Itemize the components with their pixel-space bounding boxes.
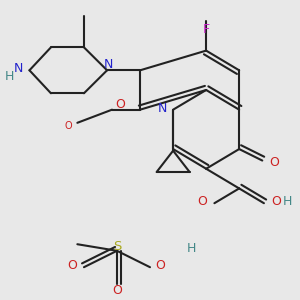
Text: N: N xyxy=(14,62,23,75)
Text: H: H xyxy=(187,242,196,255)
Text: H: H xyxy=(283,195,292,208)
Text: N: N xyxy=(104,58,113,71)
Text: O: O xyxy=(271,195,281,208)
Text: N: N xyxy=(158,102,167,115)
Text: O: O xyxy=(155,259,165,272)
Text: O: O xyxy=(115,98,125,111)
Text: H: H xyxy=(5,70,14,83)
Text: O: O xyxy=(269,156,279,169)
Text: S: S xyxy=(113,240,122,254)
Text: O: O xyxy=(64,121,72,131)
Text: O: O xyxy=(67,259,77,272)
Text: O: O xyxy=(197,195,207,208)
Text: F: F xyxy=(202,23,210,36)
Text: O: O xyxy=(113,284,123,297)
